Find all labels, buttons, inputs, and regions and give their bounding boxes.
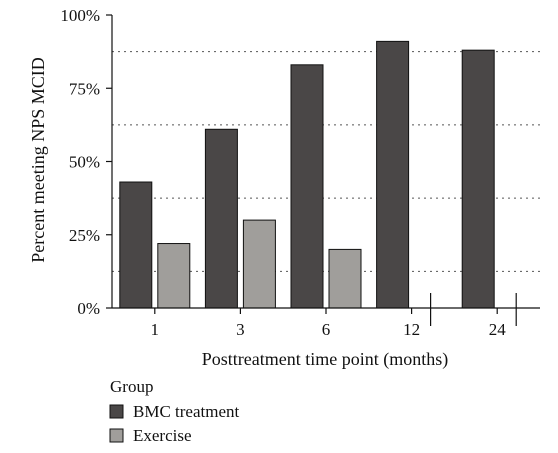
y-tick-label: 50%	[69, 153, 100, 172]
legend-swatch-bmc-treatment	[109, 404, 124, 419]
x-axis-title: Posttreatment time point (months)	[202, 349, 448, 370]
y-tick-label: 0%	[77, 299, 100, 318]
y-tick-label: 75%	[69, 79, 100, 98]
y-tick-label: 25%	[69, 226, 100, 245]
legend-title: Group	[110, 377, 153, 396]
x-tick-labels: 1 3 6 12 24	[151, 320, 507, 339]
x-tick-label: 6	[322, 320, 331, 339]
legend-label-bmc-treatment: BMC treatment	[133, 402, 240, 421]
bar-bmc-treatment-24	[461, 49, 495, 309]
axes	[106, 14, 540, 314]
x-tick-label: 3	[236, 320, 245, 339]
legend-swatch-exercise	[109, 428, 124, 443]
bar-bmc-treatment-12	[376, 40, 410, 309]
bar-bmc-treatment-6	[290, 64, 324, 309]
y-tick-labels: 0% 25% 50% 75% 100%	[60, 6, 100, 318]
x-tick-label: 1	[151, 320, 160, 339]
legend: Group BMC treatment Exercise	[109, 377, 240, 445]
bar-exercise-3	[242, 219, 276, 309]
y-tick-label: 100%	[60, 6, 100, 25]
legend-label-exercise: Exercise	[133, 426, 192, 445]
bar-bmc-treatment-3	[204, 128, 238, 309]
bar-exercise-6	[328, 248, 362, 309]
bar-exercise-1	[157, 243, 191, 309]
bar-bmc-treatment-1	[119, 181, 153, 309]
x-tick-label: 12	[403, 320, 420, 339]
x-tick-label: 24	[489, 320, 507, 339]
bars	[119, 40, 517, 326]
y-axis-title: Percent meeting NPS MCID	[28, 57, 48, 262]
